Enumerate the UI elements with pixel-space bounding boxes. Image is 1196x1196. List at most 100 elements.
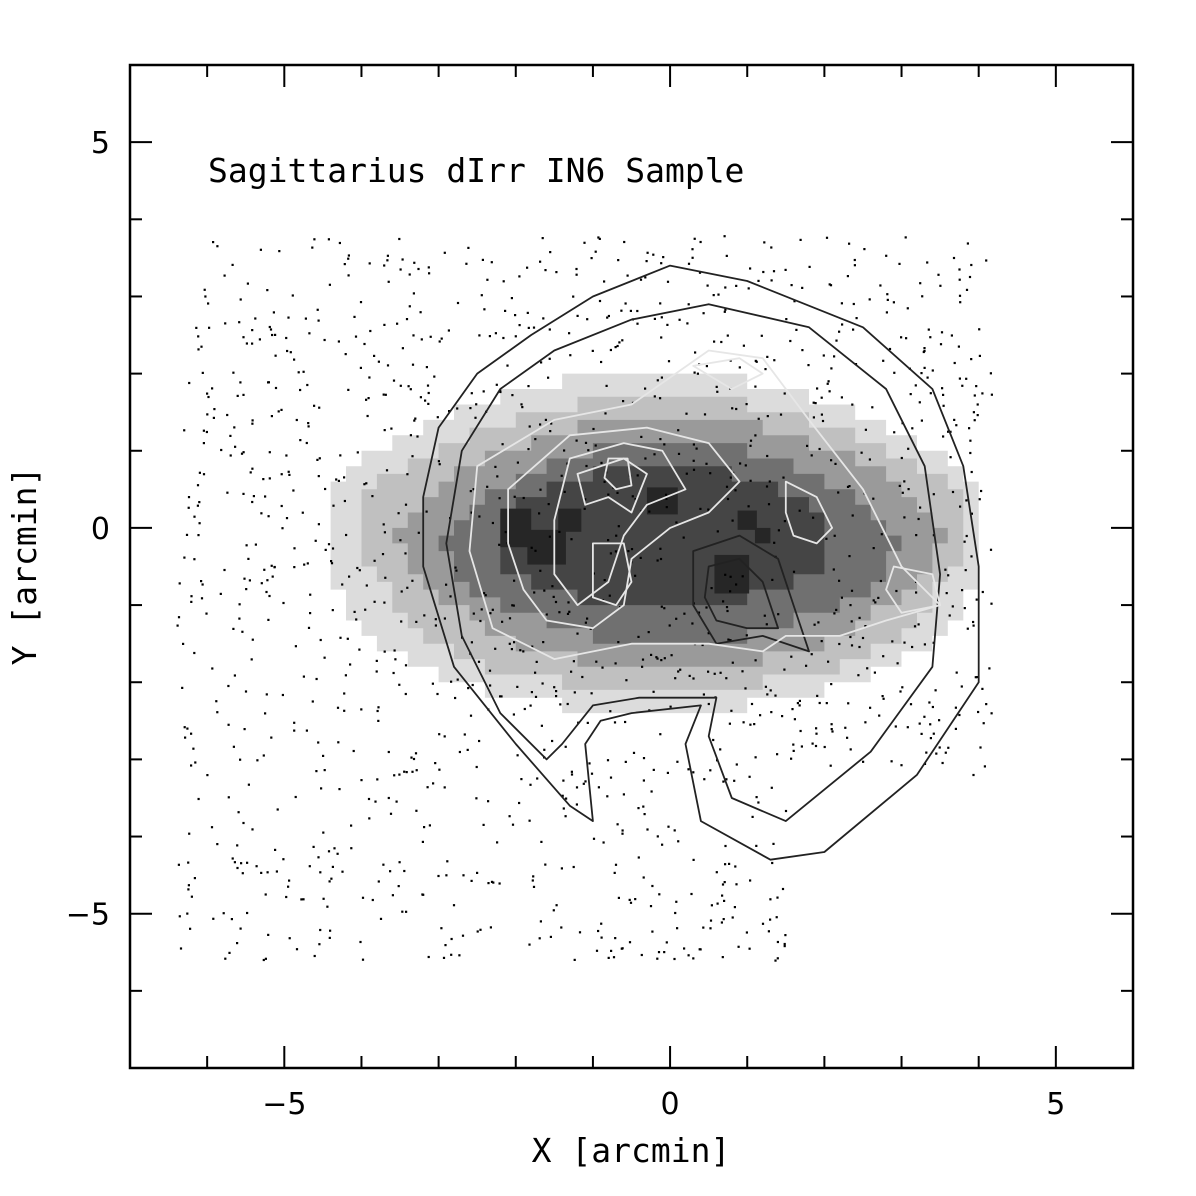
scatter-point [660, 262, 663, 265]
scatter-point [566, 702, 569, 706]
scatter-point [527, 448, 530, 451]
scatter-point [236, 866, 239, 870]
scatter-point [521, 406, 524, 409]
scatter-point [621, 832, 624, 835]
scatter-point [697, 611, 701, 614]
scatter-point [395, 800, 398, 803]
scatter-point [791, 708, 794, 711]
scatter-point [618, 341, 621, 344]
scatter-point [270, 564, 273, 567]
scatter-point [646, 828, 649, 831]
scatter-point [948, 614, 951, 617]
scatter-point [181, 686, 184, 689]
scatter-point [584, 441, 588, 444]
scatter-point [661, 843, 664, 846]
scatter-point [393, 649, 396, 652]
scatter-point [731, 916, 734, 919]
scatter-point [716, 902, 719, 905]
scatter-point [906, 726, 909, 729]
scatter-point [317, 319, 320, 322]
scatter-point [440, 927, 443, 930]
scatter-point [823, 745, 826, 749]
scatter-point [830, 723, 833, 726]
scatter-point [636, 322, 639, 325]
scatter-point [642, 805, 645, 808]
scatter-point [649, 905, 653, 908]
scatter-point [282, 601, 285, 605]
scatter-point [490, 261, 493, 264]
scatter-point [900, 336, 903, 339]
scatter-point [277, 410, 280, 413]
scatter-point [504, 531, 507, 534]
scatter-point [898, 484, 901, 487]
scatter-point [389, 812, 393, 815]
scatter-point [319, 871, 322, 874]
scatter-point [773, 541, 776, 544]
scatter-point [425, 366, 428, 369]
scatter-point [539, 488, 542, 491]
scatter-point [529, 704, 532, 707]
scatter-point [358, 648, 361, 651]
scatter-point [541, 682, 544, 685]
scatter-point [734, 865, 737, 868]
scatter-point [212, 917, 215, 920]
scatter-point [841, 323, 844, 326]
scatter-point [609, 552, 612, 555]
scatter-point [510, 297, 513, 300]
scatter-point [302, 675, 305, 678]
scatter-point [757, 279, 760, 282]
scatter-point [893, 431, 896, 434]
scatter-point [990, 602, 993, 605]
scatter-point [643, 813, 646, 816]
scatter-point [866, 667, 869, 670]
scatter-point [266, 871, 269, 874]
scatter-point [436, 692, 439, 696]
scatter-point [694, 351, 697, 354]
scatter-point [417, 531, 420, 534]
y-tick-label: 0 [91, 512, 110, 547]
scatter-point [886, 293, 889, 296]
scatter-point [814, 402, 817, 405]
scatter-point [359, 301, 363, 304]
scatter-point [914, 384, 917, 387]
scatter-point [657, 951, 661, 954]
scatter-point [299, 388, 302, 392]
scatter-point [990, 393, 993, 396]
scatter-point [720, 921, 723, 924]
scatter-point [771, 861, 774, 865]
density-peak [754, 527, 771, 544]
scatter-point [511, 823, 515, 826]
scatter-point [419, 311, 422, 314]
scatter-point [748, 947, 751, 950]
scatter-point [629, 901, 633, 904]
scatter-point [188, 832, 191, 835]
scatter-point [329, 929, 332, 932]
scatter-point [666, 323, 669, 326]
scatter-point [295, 948, 299, 951]
scatter-point [735, 883, 738, 886]
scatter-point [820, 413, 823, 416]
scatter-point [252, 495, 255, 498]
scatter-point [726, 334, 729, 337]
scatter-point [929, 392, 932, 395]
scatter-point [336, 706, 340, 709]
scatter-point [687, 954, 690, 957]
scatter-point [287, 885, 290, 888]
scatter-point [287, 316, 290, 319]
scatter-point [382, 863, 385, 866]
scatter-point [600, 922, 603, 925]
scatter-point [978, 354, 981, 357]
scatter-point [731, 407, 734, 410]
scatter-point [702, 926, 705, 929]
scatter-point [399, 268, 402, 271]
scatter-point [868, 298, 871, 301]
scatter-point [799, 238, 802, 241]
scatter-point [653, 317, 656, 320]
scatter-point [551, 739, 554, 743]
scatter-point [499, 695, 502, 698]
scatter-point [407, 385, 410, 388]
scatter-point [959, 301, 962, 304]
scatter-point [512, 604, 515, 607]
scatter-point [825, 537, 828, 540]
scatter-point [796, 702, 799, 705]
